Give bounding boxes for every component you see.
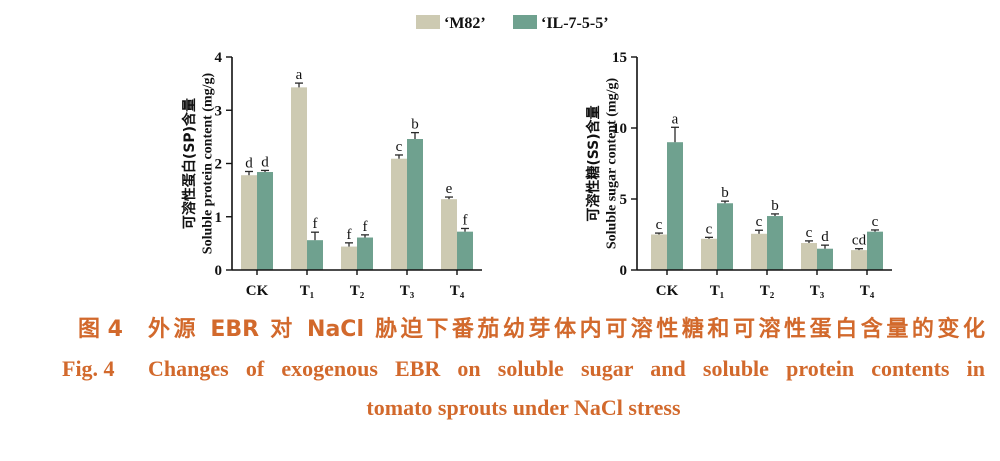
sugar-bar-series0-2 bbox=[751, 233, 767, 270]
protein-error-bar-series1-2 bbox=[361, 234, 369, 238]
caption-figure-label-cn: 图 4 bbox=[78, 317, 123, 342]
protein-y-tick-label: 3 bbox=[215, 103, 223, 119]
protein-bar-series1-1 bbox=[307, 240, 323, 270]
sugar-category-label: CK bbox=[656, 283, 679, 299]
protein-error-bar-series1-1 bbox=[311, 231, 319, 241]
sugar-sig-letter-series0-2: c bbox=[756, 214, 763, 230]
caption-text-en-line2: tomato sprouts under NaCl stress bbox=[366, 395, 681, 420]
caption-text-en-line1: Changes of exogenous EBR on soluble suga… bbox=[148, 356, 985, 381]
sugar-bar-series0-0 bbox=[651, 234, 667, 270]
sugar-y-axis-label-cn: 可溶性糖(SS)含量 bbox=[585, 105, 602, 221]
protein-y-tick-label: 0 bbox=[215, 263, 223, 279]
sugar-error-bar-series1-0 bbox=[671, 126, 679, 143]
protein-bar-series1-2 bbox=[357, 237, 373, 270]
sugar-bar-series1-0 bbox=[667, 142, 683, 270]
protein-sig-letter-series0-1: a bbox=[296, 67, 303, 83]
protein-error-bar-series0-0 bbox=[245, 170, 253, 176]
sugar-bar-series0-4 bbox=[851, 250, 867, 270]
protein-category-label: T₁ bbox=[300, 283, 315, 299]
protein-error-bar-series0-4 bbox=[445, 196, 453, 200]
protein-category-label: CK bbox=[246, 283, 269, 299]
protein-error-bar-series0-1 bbox=[295, 82, 303, 88]
protein-y-axis-label-cn: 可溶性蛋白(SP)含量 bbox=[181, 98, 198, 229]
sugar-y-tick-label: 10 bbox=[612, 121, 627, 137]
sugar-sig-letter-series0-1: c bbox=[706, 221, 713, 237]
sugar-bar-series0-1 bbox=[701, 238, 717, 270]
legend-swatch-m82 bbox=[416, 15, 440, 29]
protein-bar-series0-2 bbox=[341, 246, 357, 270]
sugar-error-bar-series1-1 bbox=[721, 200, 729, 204]
sugar-category-label: T₂ bbox=[760, 283, 775, 299]
protein-category-label: T₄ bbox=[450, 283, 465, 299]
protein-sig-letter-series1-2: f bbox=[363, 219, 368, 235]
sugar-y-tick-label: 15 bbox=[612, 50, 627, 66]
protein-error-bar-series0-2 bbox=[345, 242, 353, 247]
protein-bar-series1-4 bbox=[457, 231, 473, 270]
legend-label-il-7-5-5: ‘IL-7-5-5’ bbox=[541, 15, 609, 32]
protein-sig-letter-series1-4: f bbox=[463, 212, 468, 228]
sugar-sig-letter-series1-3: d bbox=[821, 229, 829, 245]
protein-error-bar-series0-3 bbox=[395, 154, 403, 159]
protein-bar-series0-4 bbox=[441, 199, 457, 270]
sugar-error-bar-series1-2 bbox=[771, 213, 779, 217]
sugar-error-bar-series0-4 bbox=[855, 248, 863, 251]
protein-sig-letter-series0-3: c bbox=[396, 139, 403, 155]
sugar-y-tick-label: 0 bbox=[620, 263, 628, 279]
sugar-bar-series1-1 bbox=[717, 203, 733, 270]
sugar-error-bar-series0-1 bbox=[705, 236, 713, 239]
protein-y-tick-label: 2 bbox=[215, 157, 223, 173]
sugar-error-bar-series0-3 bbox=[805, 240, 813, 244]
protein-y-tick-label: 4 bbox=[215, 50, 223, 66]
sugar-category-label: T₄ bbox=[860, 283, 875, 299]
legend: ‘M82’ ‘IL-7-5-5’ bbox=[416, 15, 609, 32]
caption-figure-label-en: Fig. 4 bbox=[62, 356, 115, 381]
protein-sig-letter-series1-0: d bbox=[261, 154, 269, 170]
sugar-bar-series1-4 bbox=[867, 231, 883, 270]
sugar-sig-letter-series1-4: c bbox=[872, 214, 879, 230]
sugar-error-bar-series0-2 bbox=[755, 229, 763, 234]
protein-sig-letter-series1-3: b bbox=[411, 117, 419, 133]
sugar-error-bar-series0-0 bbox=[655, 232, 663, 235]
sugar-bar-series1-3 bbox=[817, 248, 833, 270]
protein-y-axis-label-en: Soluble protein content (mg/g) bbox=[201, 72, 216, 254]
legend-swatch-il-7-5-5 bbox=[513, 15, 537, 29]
protein-category-label: T₂ bbox=[350, 283, 365, 299]
sugar-sig-letter-series0-4: cd bbox=[852, 233, 867, 249]
protein-category-label: T₃ bbox=[400, 283, 415, 299]
protein-error-bar-series1-0 bbox=[261, 169, 269, 173]
sugar-sig-letter-series1-0: a bbox=[672, 111, 679, 127]
sugar-y-axis-label-en: Soluble sugar content (mg/g) bbox=[605, 78, 620, 250]
sugar-category-label: T₁ bbox=[710, 283, 725, 299]
protein-sig-letter-series1-1: f bbox=[313, 216, 318, 232]
sugar-error-bar-series1-3 bbox=[821, 244, 829, 249]
sugar-y-tick-label: 5 bbox=[620, 192, 628, 208]
protein-bar-series0-0 bbox=[241, 175, 257, 270]
sugar-sig-letter-series1-2: b bbox=[771, 198, 779, 214]
protein-y-tick-label: 1 bbox=[215, 210, 223, 226]
protein-sig-letter-series0-2: f bbox=[347, 227, 352, 243]
protein-error-bar-series1-3 bbox=[411, 131, 419, 140]
sugar-sig-letter-series0-3: c bbox=[806, 225, 813, 241]
protein-bar-series1-0 bbox=[257, 172, 273, 270]
protein-sig-letter-series0-0: d bbox=[245, 155, 253, 171]
caption-text-cn: 外源 EBR 对 NaCl 胁迫下番茄幼芽体内可溶性糖和可溶性蛋白含量的变化 bbox=[148, 317, 985, 342]
protein-sig-letter-series0-4: e bbox=[446, 181, 453, 197]
protein-error-bar-series1-4 bbox=[461, 227, 469, 232]
protein-bar-series1-3 bbox=[407, 139, 423, 270]
sugar-bar-series1-2 bbox=[767, 216, 783, 270]
sugar-bar-series0-3 bbox=[801, 243, 817, 270]
sugar-sig-letter-series1-1: b bbox=[721, 185, 729, 201]
protein-bar-series0-1 bbox=[291, 87, 307, 270]
sugar-error-bar-series1-4 bbox=[871, 229, 879, 232]
legend-label-m82: ‘M82’ bbox=[444, 15, 486, 32]
protein-bar-series0-3 bbox=[391, 158, 407, 270]
sugar-category-label: T₃ bbox=[810, 283, 825, 299]
sugar-sig-letter-series0-0: c bbox=[656, 217, 663, 233]
